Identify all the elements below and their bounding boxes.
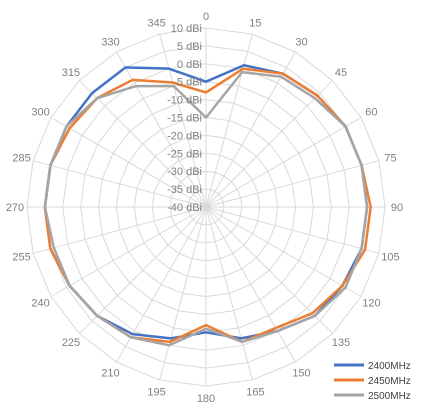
grid-spokes: [27, 28, 385, 386]
grid-spoke: [205, 80, 333, 208]
angle-tick-label: 45: [335, 67, 347, 79]
grid-spoke: [32, 206, 207, 254]
legend-label: 2500MHz: [368, 391, 411, 402]
radial-tick-labels: 10 dBi 5 dBi 0 dBi -5 dBi -10 dBi -15 dBi -20 …: [167, 23, 202, 214]
angle-tick-label: 240: [31, 298, 49, 310]
angle-tick-label: 330: [101, 37, 119, 49]
legend-label: 2450MHz: [368, 376, 411, 387]
radial-tick-label: -10 dBi: [167, 95, 202, 107]
angle-tick-label: 195: [147, 386, 165, 398]
angle-tick-label: 135: [332, 337, 350, 349]
angle-tick-label: 90: [391, 202, 403, 214]
angle-tick-label: 120: [362, 298, 380, 310]
series-line-2500MHz: [43, 70, 369, 347]
radial-tick-label: -20 dBi: [167, 130, 202, 142]
angle-tick-label: 300: [31, 107, 49, 119]
grid-spoke: [79, 206, 207, 334]
angle-tick-label: 225: [62, 337, 80, 349]
grid-spoke: [205, 117, 362, 208]
grid-spoke: [205, 33, 253, 208]
angle-tick-label: 15: [249, 18, 261, 30]
radial-tick-label: -35 dBi: [167, 184, 202, 196]
angle-tick-label: 105: [381, 251, 399, 263]
radial-tick-label: -15 dBi: [167, 113, 202, 125]
grid-spoke: [50, 117, 207, 208]
angle-tick-label: 0: [203, 11, 209, 23]
grid-spoke: [159, 206, 207, 381]
radial-tick-label: -30 dBi: [167, 166, 202, 178]
angle-tick-label: 345: [147, 18, 165, 30]
grid-spoke: [205, 206, 380, 254]
grid-spoke: [205, 206, 296, 363]
radial-tick-label: 0 dBi: [177, 59, 202, 71]
angle-tick-label: 315: [62, 67, 80, 79]
series-layer: [43, 63, 372, 347]
grid-spoke: [116, 206, 207, 363]
grid-spoke: [159, 33, 207, 208]
legend: 2400MHz 2450MHz 2500MHz: [334, 361, 411, 402]
radial-tick-label: -5 dBi: [173, 77, 202, 89]
angle-tick-label: 180: [197, 393, 215, 405]
angle-tick-label: 30: [295, 37, 307, 49]
grid-spoke: [32, 160, 207, 208]
grid-spoke: [79, 80, 207, 208]
angle-tick-labels: 0 15 30 45 60 75 90 105 120 135 150 165 180 195 210 225…: [6, 11, 403, 405]
grid-spoke: [205, 160, 380, 208]
angle-tick-label: 165: [246, 386, 264, 398]
angle-tick-label: 60: [365, 107, 377, 119]
radial-tick-label: 10 dBi: [171, 23, 202, 35]
radial-tick-label: -40 dBi: [167, 202, 202, 214]
grid-spoke: [50, 206, 207, 297]
grid-spoke: [205, 206, 253, 381]
angle-tick-label: 285: [12, 153, 30, 165]
angle-tick-label: 210: [101, 367, 119, 379]
grid-spoke: [205, 206, 362, 297]
angle-tick-label: 150: [292, 367, 310, 379]
angle-tick-label: 270: [6, 202, 24, 214]
angle-tick-label: 255: [12, 251, 30, 263]
radial-tick-label: 5 dBi: [177, 41, 202, 53]
radial-tick-label: -25 dBi: [167, 148, 202, 160]
legend-label: 2400MHz: [368, 361, 411, 372]
angle-tick-label: 75: [384, 153, 396, 165]
grid-spoke: [116, 51, 207, 208]
